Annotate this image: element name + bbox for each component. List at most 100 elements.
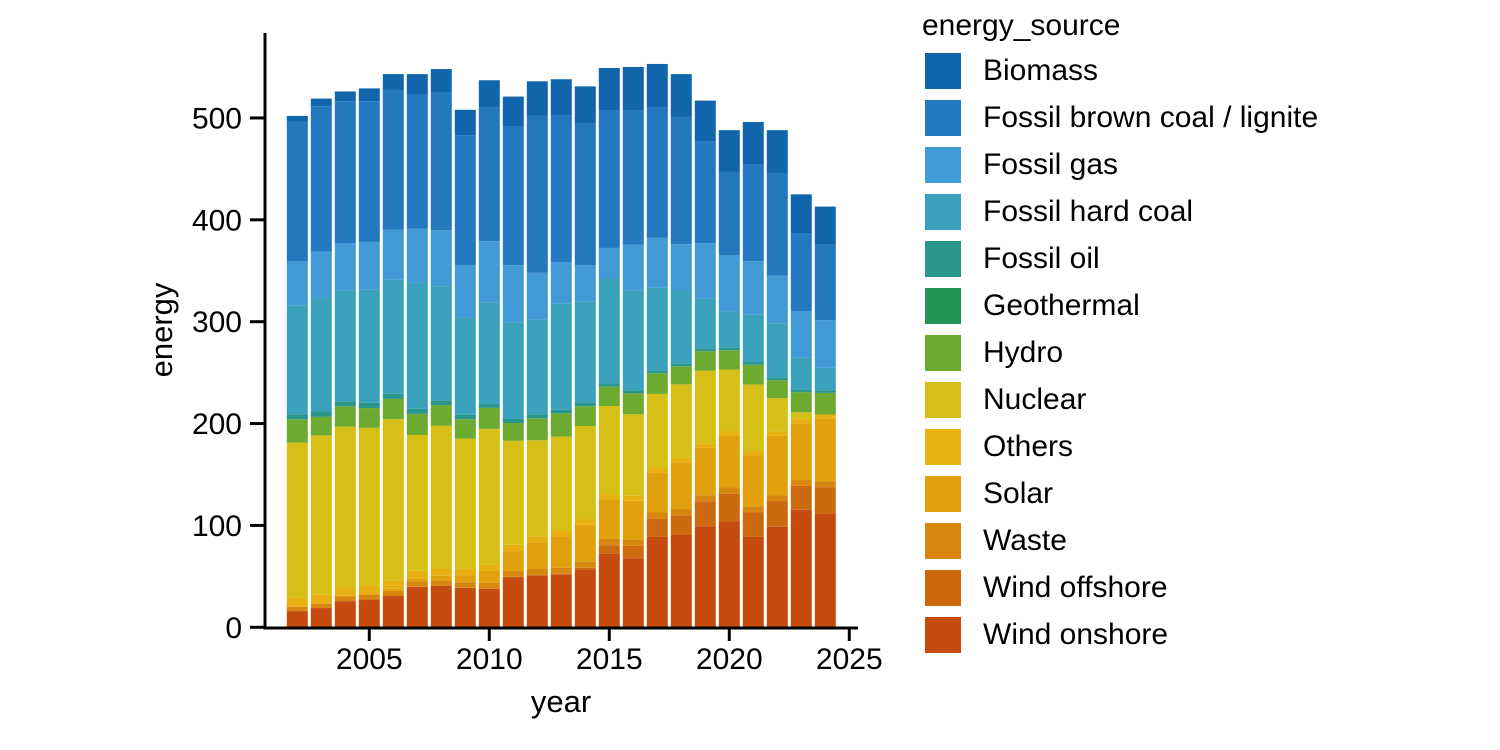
x-tick-label: 2025 bbox=[816, 643, 883, 676]
bar-segment-solar bbox=[478, 570, 500, 583]
bar-segment-hydro bbox=[430, 405, 452, 426]
bar-segment-wind-offshore bbox=[742, 512, 764, 537]
bar-segment-fossil-brown-coal-lignite bbox=[766, 172, 788, 276]
legend-item-label: Waste bbox=[983, 524, 1067, 557]
bar-2019 bbox=[694, 100, 716, 628]
bar-2006 bbox=[382, 74, 404, 628]
bar-segment-fossil-hard-coal bbox=[790, 357, 812, 390]
bar-segment-wind-offshore bbox=[790, 485, 812, 510]
legend-swatch bbox=[925, 382, 961, 418]
legend-item: Biomass bbox=[922, 53, 1482, 89]
legend-item-label: Hydro bbox=[983, 336, 1064, 369]
bar-segment-fossil-gas bbox=[334, 243, 356, 291]
bar-segment-fossil-gas bbox=[790, 310, 812, 358]
bar-segment-waste bbox=[502, 571, 524, 577]
bar-segment-fossil-oil bbox=[454, 414, 476, 420]
bar-segment-fossil-oil bbox=[526, 414, 548, 419]
bar-segment-fossil-gas bbox=[646, 237, 668, 288]
bar-segment-waste bbox=[790, 480, 812, 486]
bar-segment-nuclear bbox=[478, 428, 500, 565]
bar-segment-others bbox=[766, 431, 788, 436]
bar-segment-nuclear bbox=[718, 369, 740, 432]
bar-segment-hydro bbox=[454, 419, 476, 439]
bar-segment-nuclear bbox=[382, 419, 404, 581]
bar-segment-fossil-oil bbox=[286, 414, 308, 420]
y-tick-label: 200 bbox=[192, 408, 242, 441]
bar-segment-fossil-oil bbox=[670, 363, 692, 367]
legend-item-label: Solar bbox=[983, 477, 1054, 510]
bar-segment-nuclear bbox=[742, 384, 764, 452]
bar-segment-waste bbox=[574, 561, 596, 568]
bar-segment-solar bbox=[454, 575, 476, 583]
bar-segment-fossil-gas bbox=[406, 228, 428, 283]
y-tick-label: 500 bbox=[192, 102, 242, 135]
bar-segment-biomass bbox=[598, 68, 620, 111]
legend-swatch bbox=[925, 429, 961, 465]
bar-segment-fossil-oil bbox=[430, 400, 452, 406]
bar-segment-solar bbox=[790, 423, 812, 480]
bar-segment-biomass bbox=[478, 80, 500, 108]
bar-segment-wind-onshore bbox=[694, 526, 716, 628]
bar-segment-fossil-hard-coal bbox=[382, 279, 404, 394]
bar-segment-nuclear bbox=[766, 398, 788, 432]
bar-2017 bbox=[646, 63, 668, 628]
bar-segment-nuclear bbox=[526, 440, 548, 537]
bar-segment-wind-onshore bbox=[334, 601, 356, 628]
bar-segment-fossil-oil bbox=[502, 418, 524, 424]
bar-segment-others bbox=[334, 587, 356, 596]
bar-segment-fossil-gas bbox=[382, 229, 404, 280]
bar-segment-solar bbox=[526, 542, 548, 570]
bar-segment-fossil-hard-coal bbox=[718, 311, 740, 348]
bar-segment-others bbox=[382, 580, 404, 589]
bar-segment-wind-onshore bbox=[454, 587, 476, 628]
bar-segment-waste bbox=[598, 538, 620, 546]
bar-segment-biomass bbox=[286, 115, 308, 122]
legend-swatch bbox=[925, 241, 961, 277]
bar-segment-hydro bbox=[526, 418, 548, 441]
bar-segment-hydro bbox=[310, 416, 332, 436]
bar-segment-wind-onshore bbox=[718, 521, 740, 628]
bar-segment-fossil-gas bbox=[526, 272, 548, 320]
legend-item-label: Fossil oil bbox=[983, 242, 1100, 275]
legend-items: Biomass Fossil brown coal / lignite Fossil… bbox=[922, 53, 1482, 653]
bars-group bbox=[286, 63, 836, 628]
bar-segment-wind-onshore bbox=[766, 526, 788, 628]
legend-item-label: Fossil brown coal / lignite bbox=[983, 101, 1319, 134]
bar-segment-fossil-hard-coal bbox=[550, 303, 572, 410]
bar-segment-fossil-gas bbox=[718, 255, 740, 312]
bar-segment-fossil-oil bbox=[646, 370, 668, 374]
bar-segment-fossil-hard-coal bbox=[310, 297, 332, 412]
legend-item-label: Biomass bbox=[983, 54, 1099, 87]
bar-segment-wind-offshore bbox=[574, 567, 596, 570]
bar-segment-hydro bbox=[598, 386, 620, 407]
bar-segment-fossil-brown-coal-lignite bbox=[574, 123, 596, 266]
bar-segment-fossil-oil bbox=[382, 393, 404, 399]
bar-segment-wind-offshore bbox=[646, 518, 668, 537]
bar-segment-others bbox=[526, 536, 548, 543]
bar-2024 bbox=[814, 206, 836, 628]
bar-segment-biomass bbox=[742, 122, 764, 165]
bar-segment-hydro bbox=[286, 419, 308, 443]
bar-segment-fossil-hard-coal bbox=[478, 302, 500, 404]
y-axis-title: energy bbox=[144, 282, 179, 377]
bar-segment-fossil-oil bbox=[358, 402, 380, 409]
bar-segment-wind-offshore bbox=[670, 515, 692, 535]
bar-segment-fossil-hard-coal bbox=[814, 367, 836, 391]
bar-segment-others bbox=[358, 585, 380, 594]
bar-segment-fossil-oil bbox=[334, 401, 356, 407]
bar-segment-biomass bbox=[550, 79, 572, 116]
bar-segment-fossil-gas bbox=[670, 244, 692, 291]
bar-2013 bbox=[550, 79, 572, 628]
legend-item: Hydro bbox=[922, 335, 1482, 371]
legend-item: Geothermal bbox=[922, 288, 1482, 324]
bar-segment-fossil-brown-coal-lignite bbox=[406, 94, 428, 229]
bar-segment-fossil-brown-coal-lignite bbox=[454, 135, 476, 265]
bar-segment-waste bbox=[382, 590, 404, 597]
bar-segment-solar bbox=[598, 499, 620, 539]
bar-segment-others bbox=[430, 568, 452, 576]
bar-segment-nuclear bbox=[574, 426, 596, 520]
bar-segment-fossil-hard-coal bbox=[454, 317, 476, 415]
legend-item-label: Fossil hard coal bbox=[983, 195, 1194, 228]
bar-segment-wind-onshore bbox=[358, 599, 380, 628]
